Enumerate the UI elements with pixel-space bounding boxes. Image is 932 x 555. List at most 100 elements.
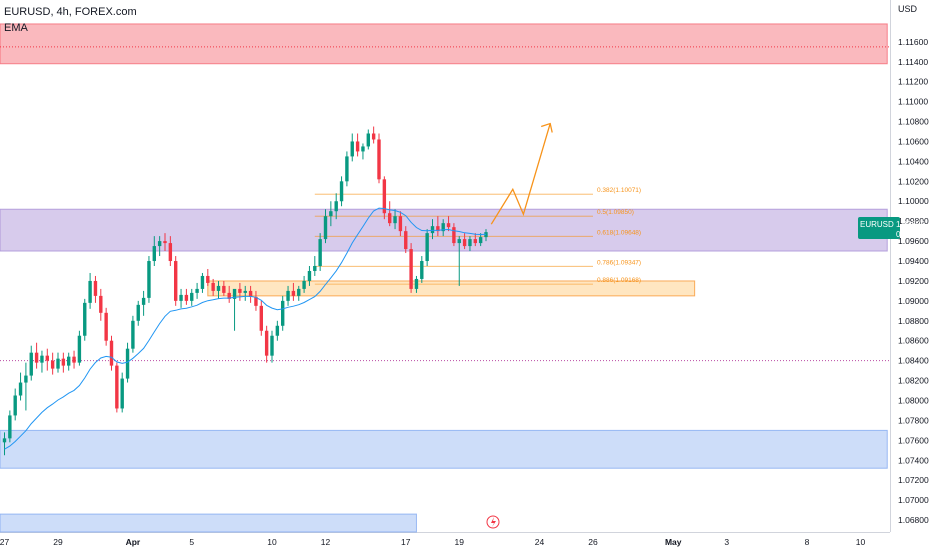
candle-body — [264, 330, 269, 356]
candle-body — [414, 278, 419, 289]
candle-body — [441, 223, 445, 232]
candle-body — [136, 304, 140, 321]
price-tag: EURUSD 1.09695 02:06:19 — [858, 217, 928, 239]
price-tick-label: 1.08600 — [898, 336, 929, 346]
time-tick-label: 27 — [0, 537, 9, 547]
price-tick-label: 1.10200 — [898, 176, 929, 186]
fib-label: 0.5(1.09850) — [597, 209, 634, 216]
candle-body — [147, 261, 151, 298]
price-tag-price: 1.09695 — [896, 220, 925, 229]
flash-icon[interactable] — [486, 515, 500, 529]
candle-body — [131, 320, 135, 349]
fib-label: 0.382(1.10071) — [597, 187, 641, 194]
candle-body — [18, 382, 23, 396]
candle-body — [200, 275, 205, 289]
candle-body — [452, 227, 456, 244]
price-tick-label: 1.07400 — [898, 455, 929, 465]
candle-body — [45, 355, 49, 361]
price-tick-label: 1.10400 — [898, 156, 929, 166]
currency-label: USD — [898, 4, 918, 14]
candle-body — [115, 365, 119, 409]
candle-body — [157, 241, 162, 247]
candle-body — [227, 292, 231, 299]
price-tick-label: 1.08200 — [898, 376, 929, 386]
price-tick-label: 1.11000 — [898, 97, 928, 107]
zone-rect — [0, 23, 888, 65]
price-tick-label: 1.09000 — [898, 296, 929, 306]
zone-rect — [0, 429, 888, 469]
candle-body — [318, 239, 322, 266]
flash-icon-ring — [486, 515, 500, 529]
price-tag-box — [858, 217, 900, 239]
candle-body — [50, 360, 55, 369]
time-tick-label: 26 — [588, 537, 598, 547]
candle-body — [163, 241, 167, 244]
candle-body — [2, 438, 7, 443]
candle-body — [254, 296, 258, 306]
candle-body — [371, 133, 376, 140]
candle-body — [409, 249, 413, 289]
time-tick-label: Apr — [126, 537, 141, 547]
candle-body — [355, 141, 360, 152]
candle-body — [13, 395, 17, 416]
candle-body — [398, 216, 403, 232]
price-tick-label: 1.08800 — [898, 316, 929, 326]
symbol-title[interactable]: EURUSD, 4h, FOREX.com — [4, 6, 137, 18]
projection-path[interactable] — [490, 122, 553, 225]
candle-body — [334, 201, 338, 212]
candle-body — [83, 302, 87, 336]
indicator-label[interactable]: EMA — [4, 22, 28, 34]
candle-body — [109, 340, 114, 366]
price-tick-label: 1.06800 — [898, 515, 929, 525]
candle-body — [88, 280, 92, 303]
price-tick-label: 1.10800 — [898, 117, 929, 127]
candle-body — [248, 290, 253, 297]
price-tick-label: 1.07600 — [898, 435, 929, 445]
price-tick-label: 1.07800 — [898, 415, 929, 425]
candle-body — [366, 133, 370, 147]
candle-body — [174, 261, 178, 301]
candle-body — [120, 378, 124, 409]
candle-body — [99, 295, 103, 313]
candle-body — [61, 358, 66, 366]
time-tick-label: 24 — [535, 537, 545, 547]
candle-body — [329, 211, 333, 217]
price-tag-countdown: 02:06:19 — [896, 230, 928, 239]
time-tick-label: 10 — [267, 537, 277, 547]
price-tick-label: 1.09400 — [898, 256, 929, 266]
candle-body — [478, 237, 483, 244]
price-tick-label: 1.09800 — [898, 216, 929, 226]
candle-body — [77, 335, 82, 363]
time-tick-label: May — [665, 537, 682, 547]
candle-body — [104, 312, 108, 341]
candle-body — [211, 282, 215, 291]
time-tick-label: 19 — [455, 537, 465, 547]
projection-line — [490, 123, 551, 225]
candle-body — [222, 285, 226, 293]
candle-body — [72, 356, 76, 363]
candle-body — [24, 375, 28, 383]
price-axis[interactable]: USD 1.11600 1.11400 1.11200 1.11000 1.10800 1… — [898, 4, 929, 525]
time-axis[interactable]: 27 29 Apr 5 10 12 17 19 24 26 May 3 8 10 — [0, 537, 865, 547]
price-tick-label: 1.11600 — [898, 37, 928, 47]
price-tick-label: 1.08400 — [898, 356, 929, 366]
candle-body — [388, 213, 392, 224]
candle-body — [190, 292, 194, 301]
ema-line — [4, 207, 487, 450]
candle-body — [361, 146, 365, 152]
candle-body — [184, 294, 189, 301]
time-tick-label: 8 — [805, 537, 810, 547]
legend: EURUSD, 4h, FOREX.com EMA — [4, 4, 137, 36]
price-tick-label: 1.07000 — [898, 495, 929, 505]
candle-body — [430, 226, 435, 234]
candle-body — [339, 181, 344, 202]
candle-body — [168, 243, 173, 262]
price-tick-label: 1.07200 — [898, 475, 929, 485]
candle-body — [8, 415, 12, 439]
time-tick-label: 29 — [53, 537, 63, 547]
candle-body — [377, 139, 381, 180]
candle-body — [345, 156, 349, 182]
price-tag-symbol: EURUSD — [860, 220, 894, 229]
